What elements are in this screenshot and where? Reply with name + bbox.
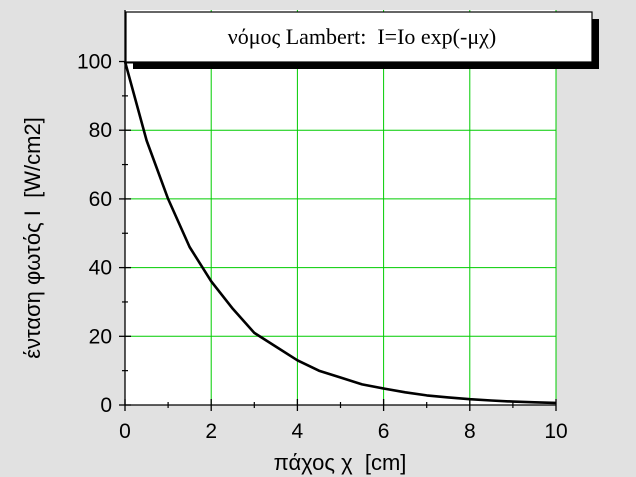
- x-tick-label-2: 2: [205, 420, 217, 443]
- title-box-frame: [125, 11, 593, 63]
- y-axis-title: ένταση φωτός I [W/cm2]: [20, 117, 45, 359]
- x-tick-label-4: 4: [292, 420, 304, 443]
- plot-area: [125, 10, 556, 405]
- chart-title: νόμος Lambert: I=Io exp(-μχ): [228, 24, 496, 49]
- y-tick-label-20: 20: [89, 325, 112, 348]
- x-tick-label-6: 6: [378, 420, 390, 443]
- y-tick-label-80: 80: [89, 119, 112, 142]
- y-tick-label-40: 40: [89, 257, 112, 280]
- series-line-0: [123, 61, 557, 405]
- y-tick-label-0: 0: [100, 394, 112, 417]
- x-tick-label-10: 10: [544, 420, 567, 443]
- y-tick-label-100: 100: [77, 51, 112, 74]
- x-axis-title: πάχος χ [cm]: [274, 450, 407, 475]
- title-box: νόμος Lambert: I=Io exp(-μχ): [125, 11, 599, 69]
- y-tick-label-60: 60: [89, 188, 112, 211]
- x-tick-label-8: 8: [464, 420, 476, 443]
- x-tick-label-0: 0: [119, 420, 131, 443]
- series: [123, 61, 557, 405]
